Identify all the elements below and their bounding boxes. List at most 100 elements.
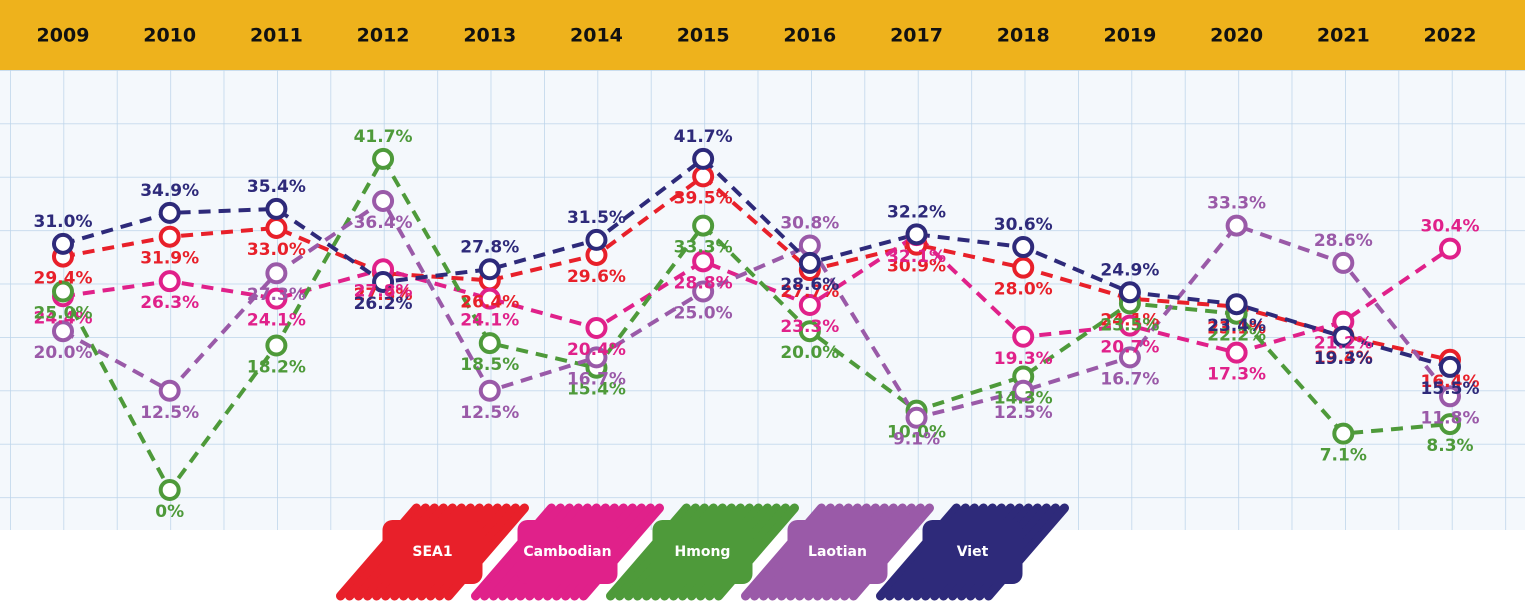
- point: [478, 332, 501, 355]
- value-label: 24.1%: [460, 311, 519, 331]
- header-bar: [0, 0, 1525, 70]
- paper: [0, 70, 1525, 530]
- point: [798, 293, 821, 316]
- point: [692, 250, 715, 273]
- point: [478, 258, 501, 281]
- point: [52, 232, 74, 255]
- value-label: 32.1%: [887, 247, 946, 267]
- legend-label: Laotian: [808, 544, 867, 560]
- point: [692, 165, 715, 188]
- x-tick-label: 2022: [1424, 25, 1477, 47]
- value-label: 21.2%: [1314, 334, 1373, 354]
- x-tick-label: 2018: [997, 25, 1050, 47]
- point: [1225, 293, 1248, 316]
- value-label: 12.5%: [460, 403, 519, 423]
- point: [265, 262, 288, 285]
- legend-swatch: [517, 520, 618, 584]
- value-label: 24.1%: [247, 311, 306, 331]
- value-label: 16.7%: [567, 369, 626, 389]
- value-label: 18.2%: [247, 357, 306, 377]
- value-label: 30.4%: [1421, 217, 1480, 237]
- value-label: 31.9%: [140, 249, 199, 269]
- legend-item: Cambodian: [471, 503, 664, 601]
- point: [372, 147, 395, 170]
- point: [265, 287, 288, 310]
- value-label: 33.3%: [674, 238, 733, 258]
- point: [1012, 236, 1035, 259]
- point: [798, 251, 821, 274]
- point: [1439, 355, 1461, 378]
- value-label: 41.7%: [354, 127, 413, 147]
- point: [1012, 379, 1035, 402]
- point: [692, 147, 715, 170]
- point: [1225, 214, 1248, 237]
- value-label: 23.1%: [1207, 319, 1266, 339]
- value-label: 15.4%: [567, 380, 626, 400]
- value-label: 20.4%: [567, 340, 626, 360]
- legend-item: Hmong: [606, 503, 799, 601]
- value-label: 28.6%: [1314, 231, 1373, 251]
- value-label: 8.3%: [1426, 436, 1473, 456]
- value-label: 7.1%: [1320, 446, 1367, 466]
- point: [585, 317, 608, 340]
- x-tick-label: 2011: [250, 25, 303, 47]
- point: [52, 280, 74, 303]
- value-label: 19.3%: [1314, 349, 1373, 369]
- point: [905, 406, 928, 429]
- value-label: 41.7%: [674, 127, 733, 147]
- point: [1012, 256, 1035, 279]
- value-label: 19.4%: [1314, 348, 1373, 368]
- point: [585, 346, 608, 369]
- value-label: 34.9%: [140, 181, 199, 201]
- point: [372, 270, 395, 293]
- x-tick-label: 2010: [143, 25, 196, 47]
- point: [1012, 325, 1035, 348]
- x-tick-label: 2016: [783, 25, 836, 47]
- x-tick-label: 2009: [37, 25, 90, 47]
- value-label: 39.5%: [674, 188, 733, 208]
- value-label: 33.3%: [1207, 194, 1266, 214]
- x-tick-label: 2015: [677, 25, 730, 47]
- x-tick-label: 2021: [1317, 25, 1370, 47]
- value-label: 12.5%: [994, 403, 1053, 423]
- value-label: 30.8%: [780, 213, 839, 233]
- point: [905, 223, 928, 246]
- point: [265, 216, 288, 239]
- x-tick-label: 2012: [357, 25, 410, 47]
- value-label: 11.8%: [1421, 408, 1480, 428]
- series-line: [62, 173, 1451, 362]
- value-label: 30.9%: [887, 257, 946, 277]
- point: [798, 320, 821, 343]
- x-tick-label: 2020: [1210, 25, 1263, 47]
- legend-swatch: [652, 520, 753, 584]
- value-label: 18.5%: [460, 355, 519, 375]
- value-label: 17.3%: [1207, 365, 1266, 385]
- value-label: 30.6%: [994, 215, 1053, 235]
- legend-item: Viet: [876, 503, 1069, 601]
- series-line: [62, 232, 1452, 355]
- point: [1332, 422, 1355, 445]
- point: [1118, 314, 1141, 337]
- point: [692, 214, 715, 237]
- value-label: 19.3%: [994, 349, 1053, 369]
- value-label: 36.4%: [354, 213, 413, 233]
- legend-label: SEA1: [412, 544, 452, 560]
- legend-item: SEA1: [336, 503, 529, 601]
- point: [1118, 281, 1141, 304]
- point: [265, 197, 288, 220]
- legend-label: Hmong: [675, 544, 731, 560]
- value-label: 23.4%: [1207, 316, 1266, 336]
- point: [158, 479, 181, 501]
- value-label: 25.0%: [34, 304, 93, 324]
- value-label: 25.0%: [674, 304, 733, 324]
- point: [798, 234, 821, 257]
- value-label: 31.5%: [567, 208, 626, 228]
- point: [585, 228, 608, 251]
- point: [1118, 346, 1141, 369]
- x-tick-label: 2019: [1103, 25, 1156, 47]
- value-label: 24.1%: [1100, 311, 1159, 331]
- x-tick-label: 2017: [890, 25, 943, 47]
- legend-item: Laotian: [741, 503, 934, 601]
- point: [478, 287, 501, 310]
- value-label: 27.8%: [354, 281, 413, 301]
